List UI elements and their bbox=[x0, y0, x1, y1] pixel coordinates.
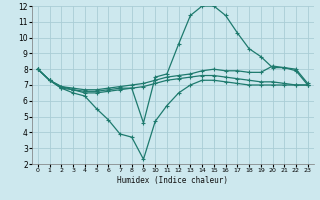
X-axis label: Humidex (Indice chaleur): Humidex (Indice chaleur) bbox=[117, 176, 228, 185]
